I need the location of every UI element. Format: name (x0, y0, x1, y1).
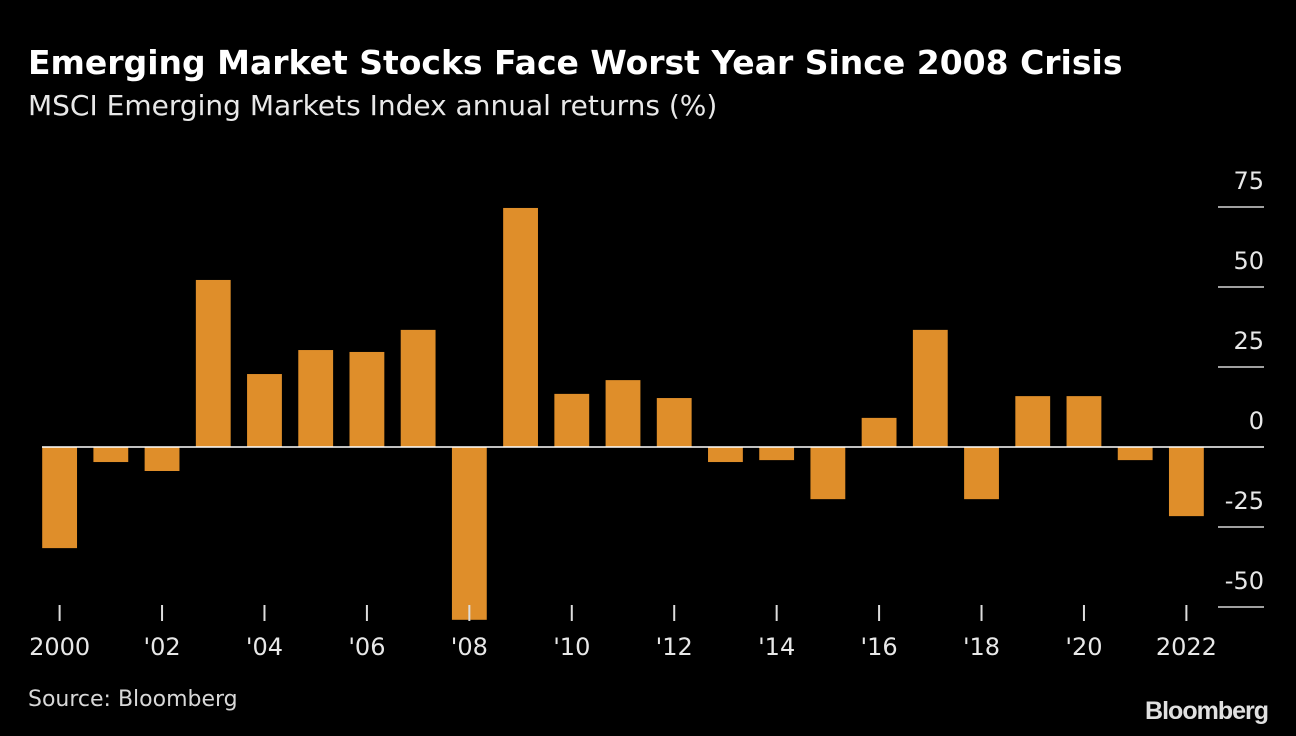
bar (708, 447, 743, 463)
bar (298, 350, 334, 447)
bar (195, 279, 231, 447)
x-tick-label: '12 (656, 633, 693, 661)
bar (605, 380, 641, 447)
bar (349, 351, 385, 447)
bar (451, 447, 487, 620)
bar (810, 447, 846, 500)
bar (247, 374, 282, 447)
bar (861, 417, 897, 447)
bar (964, 447, 999, 500)
y-tick-label: 75 (1233, 167, 1264, 195)
y-tick-label: 50 (1233, 247, 1264, 275)
x-tick-label: '06 (348, 633, 385, 661)
bar (503, 207, 538, 447)
bar (1066, 396, 1102, 447)
x-tick-label: '20 (1065, 633, 1102, 661)
x-tick-label: '16 (861, 633, 898, 661)
bar (42, 447, 78, 549)
bar (1117, 447, 1153, 461)
bar (144, 447, 180, 471)
x-tick-label: '08 (451, 633, 488, 661)
y-tick-label: -25 (1225, 487, 1264, 515)
bar (1168, 447, 1204, 517)
bar (400, 329, 436, 447)
x-tick-label: '14 (758, 633, 795, 661)
x-tick-label: '10 (553, 633, 590, 661)
bar (656, 398, 692, 447)
bar (912, 329, 948, 447)
bar (554, 393, 590, 447)
bar (93, 447, 129, 463)
chart-subtitle: MSCI Emerging Markets Index annual retur… (28, 89, 717, 122)
y-tick-label: 25 (1233, 327, 1264, 355)
y-tick-label: 0 (1249, 407, 1264, 435)
y-tick-label: -50 (1225, 567, 1264, 595)
x-tick-label: 2000 (29, 633, 90, 661)
chart-title: Emerging Market Stocks Face Worst Year S… (28, 43, 1122, 82)
x-tick-label: 2022 (1156, 633, 1217, 661)
bar (1015, 396, 1051, 447)
x-tick-label: '18 (963, 633, 1000, 661)
brand-logo: Bloomberg (1145, 697, 1268, 725)
x-tick-label: '04 (246, 633, 283, 661)
x-tick-label: '02 (143, 633, 180, 661)
source-note: Source: Bloomberg (28, 687, 238, 712)
bar (759, 447, 795, 461)
